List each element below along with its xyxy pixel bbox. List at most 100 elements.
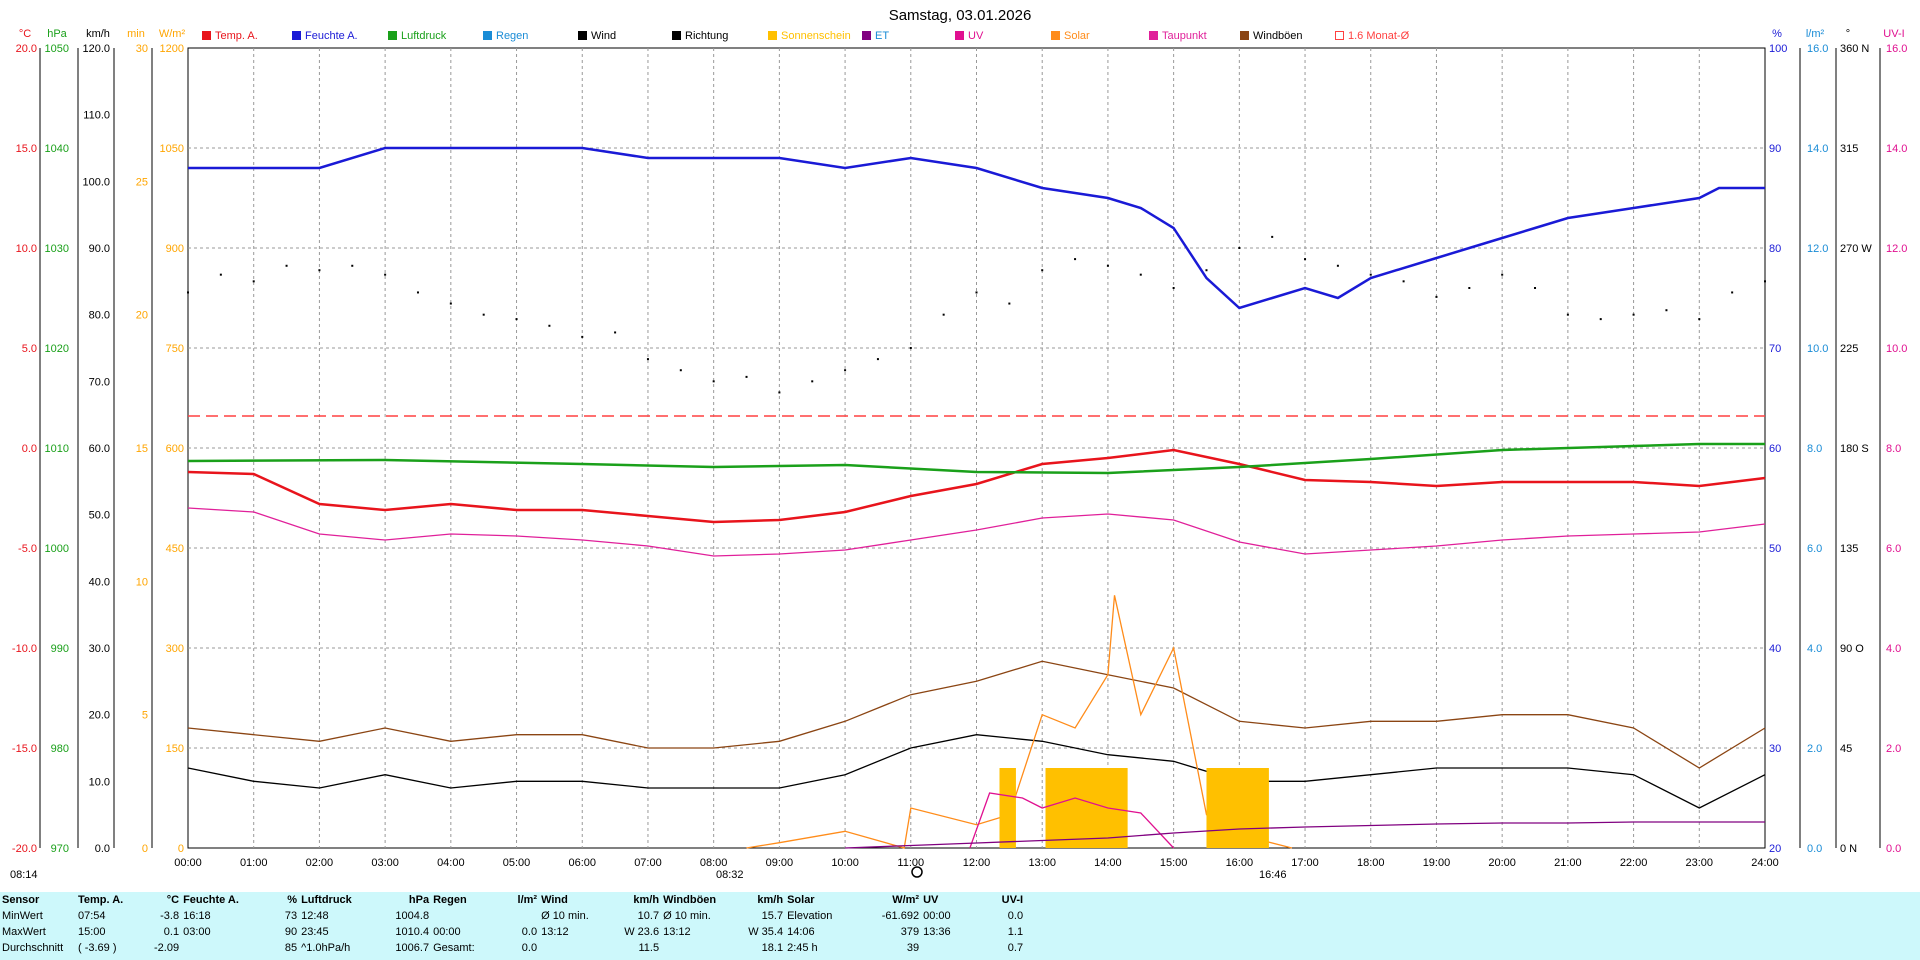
series-point-richtung xyxy=(1041,269,1044,272)
right-axis-tick: 6.0 xyxy=(1886,543,1901,555)
left-axis-tick: -20.0 xyxy=(12,843,37,855)
legend-swatch xyxy=(1051,31,1060,40)
x-axis-tick: 13:00 xyxy=(1028,857,1056,869)
legend-swatch xyxy=(768,31,777,40)
stats-cell: 23:45 xyxy=(301,926,329,938)
x-axis-tick: 01:00 xyxy=(240,857,268,869)
stats-cell: 1010.4 xyxy=(395,926,430,938)
series-point-richtung xyxy=(1304,258,1307,261)
right-axis-tick: 12.0 xyxy=(1807,243,1828,255)
left-axis-tick: 30.0 xyxy=(89,643,110,655)
series-point-richtung xyxy=(1369,273,1372,276)
left-axis-tick: 0 xyxy=(142,843,148,855)
x-axis-tick: 15:00 xyxy=(1160,857,1188,869)
legend-item: Regen xyxy=(483,29,528,43)
left-axis-tick: 100.0 xyxy=(82,176,110,188)
stats-cell xyxy=(539,940,599,956)
stats-cell: UV-I xyxy=(1001,894,1024,906)
right-axis-tick: 0 N xyxy=(1840,843,1857,855)
stats-cell: 0.1 xyxy=(163,926,180,938)
left-axis-tick: 970 xyxy=(51,843,69,855)
series-point-richtung xyxy=(1139,273,1142,276)
series-point-richtung xyxy=(614,331,617,334)
series-point-richtung xyxy=(581,335,584,338)
right-axis-tick: 16.0 xyxy=(1807,43,1828,55)
series-point-richtung xyxy=(1731,291,1734,294)
left-axis-tick: 1040 xyxy=(45,143,69,155)
stats-cell: Ø 10 min. xyxy=(663,910,711,922)
left-axis-tick: 20.0 xyxy=(89,710,110,722)
series-point-richtung xyxy=(1534,287,1537,289)
series-point-richtung xyxy=(1336,264,1339,267)
series-point-richtung xyxy=(482,313,485,316)
stats-cell: Feuchte A. xyxy=(183,894,239,906)
right-axis-tick: 4.0 xyxy=(1886,643,1901,655)
left-axis-tick: 80.0 xyxy=(89,310,110,322)
left-axis-tick: 750 xyxy=(166,343,184,355)
left-axis-tick: 90.0 xyxy=(89,243,110,255)
stats-cell: 12:48 xyxy=(301,910,329,922)
chart-title: Samstag, 03.01.2026 xyxy=(889,7,1032,24)
statistics-panel: Sensor Temp. A. °C Feuchte A.% Luftdruck hPa R… xyxy=(0,892,1920,960)
sunrise-label: 08:14 xyxy=(10,869,38,881)
left-axis-tick: 1000 xyxy=(45,543,69,555)
stats-cell: Elevation xyxy=(787,910,833,922)
series-line-windb-en xyxy=(187,660,1766,769)
legend-swatch xyxy=(483,31,492,40)
left-axis-tick: 0 xyxy=(178,843,184,855)
legend-swatch xyxy=(202,31,211,40)
stats-cell: 16:18 xyxy=(183,910,211,922)
series-point-richtung xyxy=(1599,318,1602,321)
stats-cell xyxy=(181,940,255,956)
series-point-richtung xyxy=(745,375,748,378)
x-axis-tick: 12:00 xyxy=(963,857,991,869)
stats-cell: 13:12 xyxy=(663,926,691,938)
right-axis-unit: l/m² xyxy=(1806,28,1825,40)
stats-cell: 0.0 xyxy=(1007,910,1024,922)
series-point-richtung xyxy=(778,391,781,394)
series-point-richtung xyxy=(1402,280,1405,283)
stats-cell: 15.7 xyxy=(761,910,784,922)
legend-label: 1.6 Monat-Ø xyxy=(1348,30,1410,42)
series-point-richtung xyxy=(1764,280,1766,283)
legend-swatch xyxy=(672,31,681,40)
series-line-solar xyxy=(746,595,1293,849)
left-axis-tick: -10.0 xyxy=(12,643,37,655)
right-axis-unit: % xyxy=(1772,28,1782,40)
left-axis-tick: 10.0 xyxy=(16,243,37,255)
x-axis-tick: 08:00 xyxy=(700,857,728,869)
stats-cell: MaxWert xyxy=(2,926,46,938)
solar-noon-marker xyxy=(911,866,923,878)
stats-cell: 85 xyxy=(284,942,298,954)
stats-cell: 1004.8 xyxy=(395,910,430,922)
legend-item: Windböen xyxy=(1240,29,1303,43)
stats-cell: 00:00 xyxy=(433,926,461,938)
left-axis-tick: 1050 xyxy=(160,143,184,155)
left-axis-tick: 1200 xyxy=(160,43,184,55)
right-axis-tick: 225 xyxy=(1840,343,1858,355)
x-axis-tick: 22:00 xyxy=(1620,857,1648,869)
axes-layer: °C 20.0 15.0 10.0 5.0 0.0 -5.0 -10.0 -15.0 -20.0 h… xyxy=(12,28,1908,855)
right-axis-tick: 10.0 xyxy=(1807,343,1828,355)
right-axis-tick: 12.0 xyxy=(1886,243,1907,255)
right-axis-tick: 40 xyxy=(1769,643,1781,655)
x-axis-tick: 24:00 xyxy=(1751,857,1779,869)
series-bar-sonnenschein xyxy=(999,768,1016,848)
stats-cell: Solar xyxy=(787,894,815,906)
legend-label: Temp. A. xyxy=(215,30,258,42)
legend-label: Wind xyxy=(591,30,617,42)
stats-row: Durchschnitt ( -3.69 ) -2.09 85 ^1.0hPa/h 100… xyxy=(0,940,1025,956)
legend-item: Taupunkt xyxy=(1149,29,1207,43)
x-axis-tick: 23:00 xyxy=(1686,857,1714,869)
stats-cell: 15:00 xyxy=(78,926,106,938)
stats-cell: ^1.0hPa/h xyxy=(301,942,351,954)
stats-cell: 14:06 xyxy=(787,926,815,938)
left-axis-tick: 1020 xyxy=(45,343,69,355)
stats-cell: ( -3.69 ) xyxy=(78,942,117,954)
x-axis-tick: 16:00 xyxy=(1226,857,1254,869)
left-axis-tick: 1010 xyxy=(45,443,69,455)
left-axis-tick: 0.0 xyxy=(95,843,110,855)
legend-label: Windböen xyxy=(1253,30,1303,42)
stats-cell: Sensor xyxy=(2,894,40,906)
x-axis-tick: 03:00 xyxy=(371,857,399,869)
